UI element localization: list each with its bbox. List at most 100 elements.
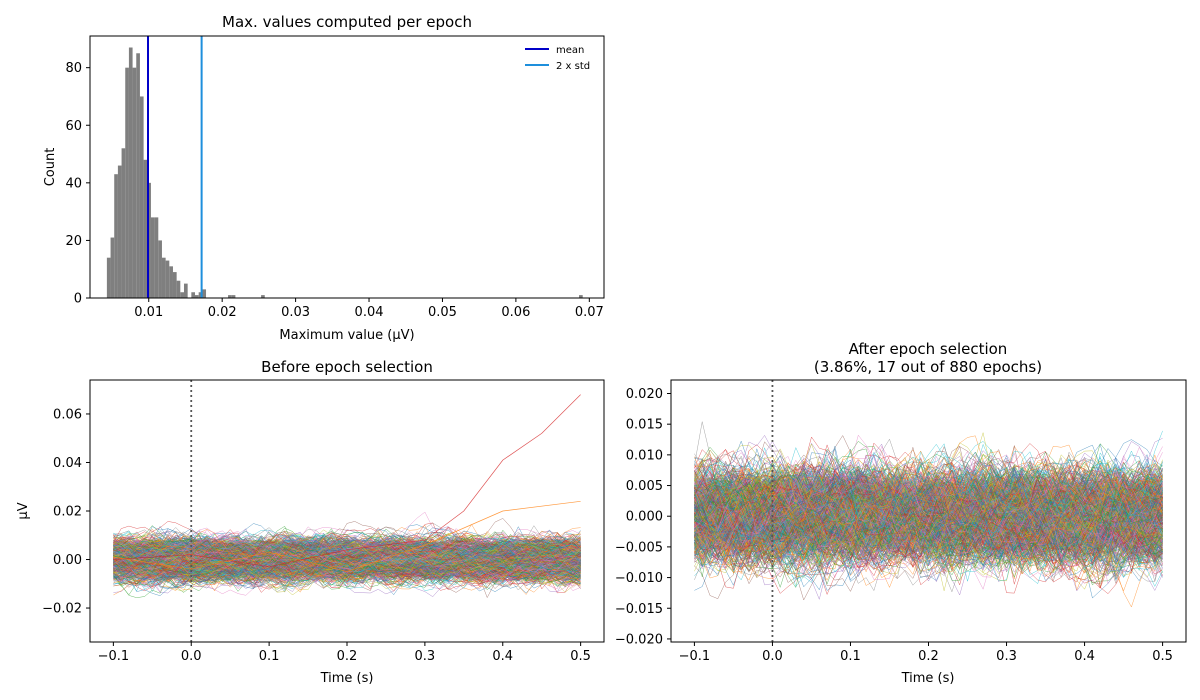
after-trace xyxy=(694,434,1163,536)
before-xtick-label: 0.3 xyxy=(415,649,436,664)
histogram-bar xyxy=(161,257,166,298)
before-ytick-label: −0.02 xyxy=(42,602,82,617)
after-ytick-label: 0.005 xyxy=(626,479,663,494)
after-trace xyxy=(694,470,1163,565)
before-title: Before epoch selection xyxy=(261,358,433,376)
after-y-ticks: −0.020 −0.015 −0.010 −0.005 0.000 0.005 0.010 0… xyxy=(615,387,671,647)
histogram-bar xyxy=(169,266,173,298)
histogram-xtick-label: 0.03 xyxy=(281,305,310,320)
histogram-xtick-label: 0.05 xyxy=(428,305,457,320)
after-ytick-label: −0.020 xyxy=(615,632,663,647)
after-traces xyxy=(694,380,1163,642)
after-trace xyxy=(694,457,1163,558)
after-ytick-label: 0.015 xyxy=(626,418,663,433)
after-x-ticks: −0.1 0.0 0.1 0.2 0.3 0.4 0.5 xyxy=(679,642,1173,664)
after-trace xyxy=(694,474,1163,557)
after-ytick-label: −0.015 xyxy=(615,602,663,617)
before-xtick-label: 0.4 xyxy=(492,649,513,664)
histogram-bar xyxy=(150,217,155,298)
legend-label-mean: mean xyxy=(556,45,584,56)
before-trace xyxy=(113,536,581,577)
histogram-ytick-label: 0 xyxy=(74,292,82,307)
histogram-bar xyxy=(579,295,583,298)
after-trace xyxy=(694,487,1163,566)
after-trace xyxy=(694,483,1163,571)
histogram-bar xyxy=(106,257,111,298)
before-trace xyxy=(113,547,581,590)
histogram-ylabel: Count xyxy=(43,148,58,187)
after-trace xyxy=(694,475,1163,538)
before-outlier-trace xyxy=(113,394,581,568)
before-xtick-label: 0.2 xyxy=(337,649,358,664)
before-xtick-label: 0.1 xyxy=(259,649,280,664)
histogram-bar xyxy=(231,295,236,298)
histogram-bar xyxy=(114,174,118,298)
after-xtick-label: 0.3 xyxy=(996,649,1017,664)
histogram-ytick-label: 40 xyxy=(65,176,82,191)
histogram-bar xyxy=(172,272,177,298)
before-ytick-label: 0.04 xyxy=(53,456,82,471)
histogram-bar xyxy=(139,96,144,298)
after-xtick-label: 0.2 xyxy=(918,649,939,664)
after-ytick-label: −0.010 xyxy=(615,571,663,586)
histogram-bars xyxy=(106,47,583,299)
before-trace xyxy=(113,535,581,580)
before-trace xyxy=(113,533,581,574)
histogram-xtick-label: 0.07 xyxy=(575,305,604,320)
after-xtick-label: −0.1 xyxy=(679,649,711,664)
after-xlabel: Time (s) xyxy=(901,671,955,686)
before-trace xyxy=(113,541,581,573)
before-trace xyxy=(113,546,581,581)
histogram-bar xyxy=(158,240,162,298)
histogram-bar xyxy=(191,292,196,298)
after-trace xyxy=(694,467,1163,568)
histogram-panel: Max. values computed per epoch 0.01 0.02 0… xyxy=(43,13,605,343)
histogram-bar xyxy=(136,53,140,299)
after-ytick-label: 0.020 xyxy=(626,387,663,402)
histogram-bar xyxy=(183,283,188,298)
after-xtick-label: 0.1 xyxy=(840,649,861,664)
before-y-ticks: −0.02 0.00 0.02 0.04 0.06 xyxy=(42,407,90,617)
before-trace xyxy=(113,542,581,580)
before-ytick-label: 0.06 xyxy=(53,407,82,422)
histogram-bar xyxy=(110,237,115,298)
histogram-xlabel: Maximum value (μV) xyxy=(279,328,414,343)
histogram-bar xyxy=(154,217,159,298)
histogram-bar xyxy=(147,182,151,298)
after-title-line: (3.86%, 17 out of 880 epochs) xyxy=(814,358,1042,376)
after-trace xyxy=(694,462,1163,564)
before-trace xyxy=(113,541,581,586)
before-xtick-label: −0.1 xyxy=(98,649,130,664)
after-trace xyxy=(694,448,1163,574)
histogram-bar xyxy=(117,165,122,298)
histogram-bar xyxy=(165,260,170,298)
after-trace xyxy=(694,462,1163,539)
before-trace xyxy=(113,537,581,584)
before-xtick-label: 0.0 xyxy=(181,649,202,664)
after-ytick-label: 0.010 xyxy=(626,448,663,463)
legend-label-2std: 2 x std xyxy=(556,61,590,72)
after-trace xyxy=(694,466,1163,565)
before-xtick-label: 0.5 xyxy=(570,649,591,664)
after-xtick-label: 0.4 xyxy=(1074,649,1095,664)
histogram-bar xyxy=(128,47,133,299)
after-title-line: After epoch selection xyxy=(849,340,1008,358)
histogram-bar xyxy=(125,67,129,299)
histogram-ytick-label: 60 xyxy=(65,119,82,134)
before-traces xyxy=(113,380,581,642)
histogram-bar xyxy=(143,159,148,298)
histogram-bar xyxy=(121,148,126,298)
before-panel: Before epoch selection −0.1 0.0 0.1 0.2 0.3 0… xyxy=(16,358,605,686)
after-trace xyxy=(694,457,1163,540)
after-panel: After epoch selection (3.86%, 17 out of 8… xyxy=(615,340,1187,686)
histogram-bar xyxy=(202,289,207,298)
after-trace xyxy=(694,478,1163,564)
after-trace xyxy=(694,484,1163,552)
before-ytick-label: 0.02 xyxy=(53,505,82,520)
histogram-bar xyxy=(261,295,265,298)
histogram-bar xyxy=(198,292,203,298)
histogram-ytick-label: 80 xyxy=(65,61,82,76)
after-trace xyxy=(694,477,1163,580)
before-trace xyxy=(113,538,581,580)
